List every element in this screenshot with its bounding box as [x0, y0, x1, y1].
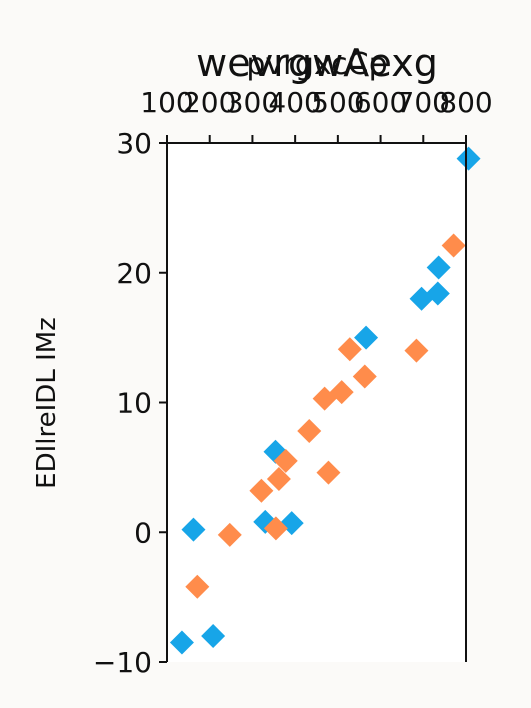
- y-axis-label: EDIlreIDL IMz: [32, 317, 62, 489]
- x-tick-label: 700: [397, 86, 450, 119]
- series-1-point: [181, 517, 206, 542]
- series-2-point: [316, 460, 341, 485]
- series-2-point: [217, 522, 242, 547]
- chart-title: wevrgwAexg: [196, 41, 438, 85]
- series-1-point: [425, 281, 450, 306]
- y-tick-label: 20: [116, 257, 152, 290]
- series-1-point: [426, 255, 451, 280]
- series-2-point: [273, 448, 298, 473]
- series-1-point: [201, 624, 226, 649]
- series-2-point: [441, 233, 466, 258]
- x-tick-label: 500: [311, 86, 364, 119]
- data-points: [169, 146, 481, 655]
- series-2-point: [337, 337, 362, 362]
- x-tick-label: 400: [268, 86, 321, 119]
- y-tick-label: 30: [116, 127, 152, 160]
- x-tick-label: 600: [354, 86, 407, 119]
- series-2-point: [185, 574, 210, 599]
- series-2-point: [329, 380, 354, 405]
- series-2-point: [266, 467, 291, 492]
- series-2-point: [404, 338, 429, 363]
- y-tick-label: 0: [134, 516, 152, 549]
- x-tick-label: 200: [183, 86, 236, 119]
- series-2-point: [352, 364, 377, 389]
- series-1-point: [169, 630, 194, 655]
- x-tick-label: 100: [140, 86, 193, 119]
- y-tick-label: −10: [93, 646, 152, 679]
- x-tick-label: 800: [439, 86, 492, 119]
- y-tick-label: 10: [116, 387, 152, 420]
- x-axis-label: pvrgxcCp: [246, 47, 387, 82]
- series-2-point: [263, 516, 288, 541]
- x-tick-label: 300: [226, 86, 279, 119]
- series-2-point: [297, 419, 322, 444]
- series-1-point: [354, 325, 379, 350]
- series-1-point: [456, 146, 481, 171]
- series-2-point: [249, 478, 274, 503]
- axis-ticks: [159, 135, 467, 663]
- plot-area: [167, 143, 466, 662]
